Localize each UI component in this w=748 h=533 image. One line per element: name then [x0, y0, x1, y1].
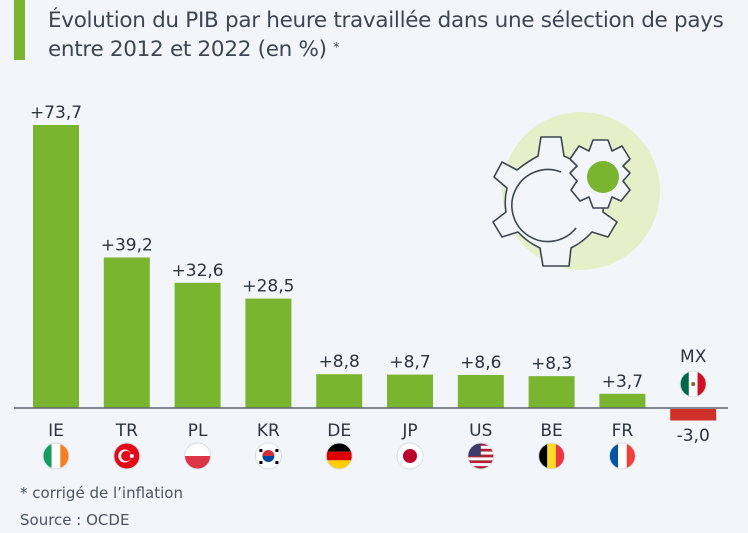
category-label-FR: FR: [612, 421, 634, 441]
value-label-DE: +8,8: [319, 352, 360, 372]
category-label-BE: BE: [540, 421, 562, 441]
category-label-TR: TR: [115, 421, 138, 441]
value-label-FR: +3,7: [602, 372, 643, 392]
turkey-flag: [113, 443, 140, 469]
mexico-flag: [680, 371, 707, 397]
chart-title-text: Évolution du PIB par heure travaillée da…: [48, 8, 724, 62]
category-label-JP: JP: [401, 421, 417, 441]
large-gear-inner-arc: [511, 168, 577, 243]
bar-DE: [316, 374, 363, 408]
poland-flag: [184, 443, 211, 469]
category-label-MX: MX: [680, 347, 707, 367]
bar-BE: [528, 376, 575, 408]
bar-JP: [387, 374, 433, 408]
value-label-IE: +73,7: [30, 103, 82, 123]
value-label-PL: +32,6: [172, 261, 224, 281]
value-label-US: +8,6: [460, 353, 501, 373]
small-gear-center-dot: [587, 161, 619, 193]
value-label-KR: +28,5: [242, 277, 294, 297]
footnote: * corrigé de l’inflation: [20, 484, 183, 502]
value-label-BE: +8,3: [531, 354, 572, 374]
source: Source : OCDE: [20, 511, 130, 529]
category-label-KR: KR: [257, 421, 280, 441]
value-label-TR: +39,2: [101, 235, 153, 255]
bar-US: [457, 374, 504, 408]
japan-flag: [397, 443, 423, 469]
south-korea-flag: [255, 443, 282, 469]
bar-TR: [103, 257, 150, 408]
title-accent-bar: [14, 0, 25, 60]
bar-PL: [174, 282, 221, 408]
value-label-MX: -3,0: [677, 426, 710, 446]
france-flag: [609, 443, 636, 469]
ireland-flag: [43, 443, 69, 469]
category-label-DE: DE: [327, 421, 351, 441]
gear-illustration: [492, 112, 660, 270]
category-label-PL: PL: [188, 421, 208, 441]
usa-flag: [467, 443, 494, 469]
value-label-JP: +8,7: [389, 353, 430, 373]
chart-title: Évolution du PIB par heure travaillée da…: [48, 6, 738, 64]
title-footnote-mark: *: [333, 40, 339, 54]
bar-KR: [245, 298, 292, 408]
bar-IE: [33, 125, 79, 408]
germany-flag: [326, 443, 353, 469]
category-label-US: US: [469, 421, 492, 441]
belgium-flag: [538, 443, 565, 469]
bar-MX: [670, 409, 717, 421]
bar-FR: [599, 393, 646, 408]
category-label-IE: IE: [48, 421, 64, 441]
